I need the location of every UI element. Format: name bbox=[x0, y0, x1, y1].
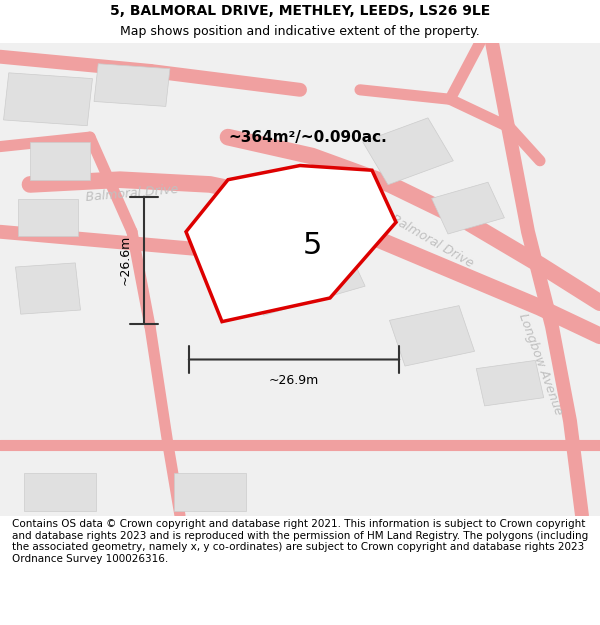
Bar bbox=[16, 263, 80, 314]
Text: Balmoral Drive: Balmoral Drive bbox=[388, 213, 476, 270]
Bar bbox=[94, 64, 170, 106]
Text: ~26.6m: ~26.6m bbox=[119, 235, 132, 285]
Text: Longbow Avenue: Longbow Avenue bbox=[515, 312, 565, 417]
Bar bbox=[476, 361, 544, 406]
FancyBboxPatch shape bbox=[0, 42, 600, 516]
Bar bbox=[18, 199, 78, 236]
Polygon shape bbox=[186, 166, 396, 322]
Text: 5: 5 bbox=[302, 231, 322, 261]
Bar bbox=[235, 224, 365, 315]
Text: Balmoral Drive: Balmoral Drive bbox=[85, 183, 179, 204]
Bar bbox=[174, 473, 246, 511]
Text: ~26.9m: ~26.9m bbox=[269, 374, 319, 387]
Bar bbox=[389, 306, 475, 366]
Text: ~364m²/~0.090ac.: ~364m²/~0.090ac. bbox=[228, 129, 387, 144]
Bar bbox=[24, 473, 96, 511]
Text: 5, BALMORAL DRIVE, METHLEY, LEEDS, LS26 9LE: 5, BALMORAL DRIVE, METHLEY, LEEDS, LS26 … bbox=[110, 4, 490, 18]
Text: Contains OS data © Crown copyright and database right 2021. This information is : Contains OS data © Crown copyright and d… bbox=[12, 519, 588, 564]
Bar bbox=[362, 118, 454, 185]
Bar bbox=[431, 182, 505, 234]
Bar bbox=[4, 73, 92, 126]
Bar bbox=[30, 142, 90, 180]
Text: Map shows position and indicative extent of the property.: Map shows position and indicative extent… bbox=[120, 26, 480, 38]
